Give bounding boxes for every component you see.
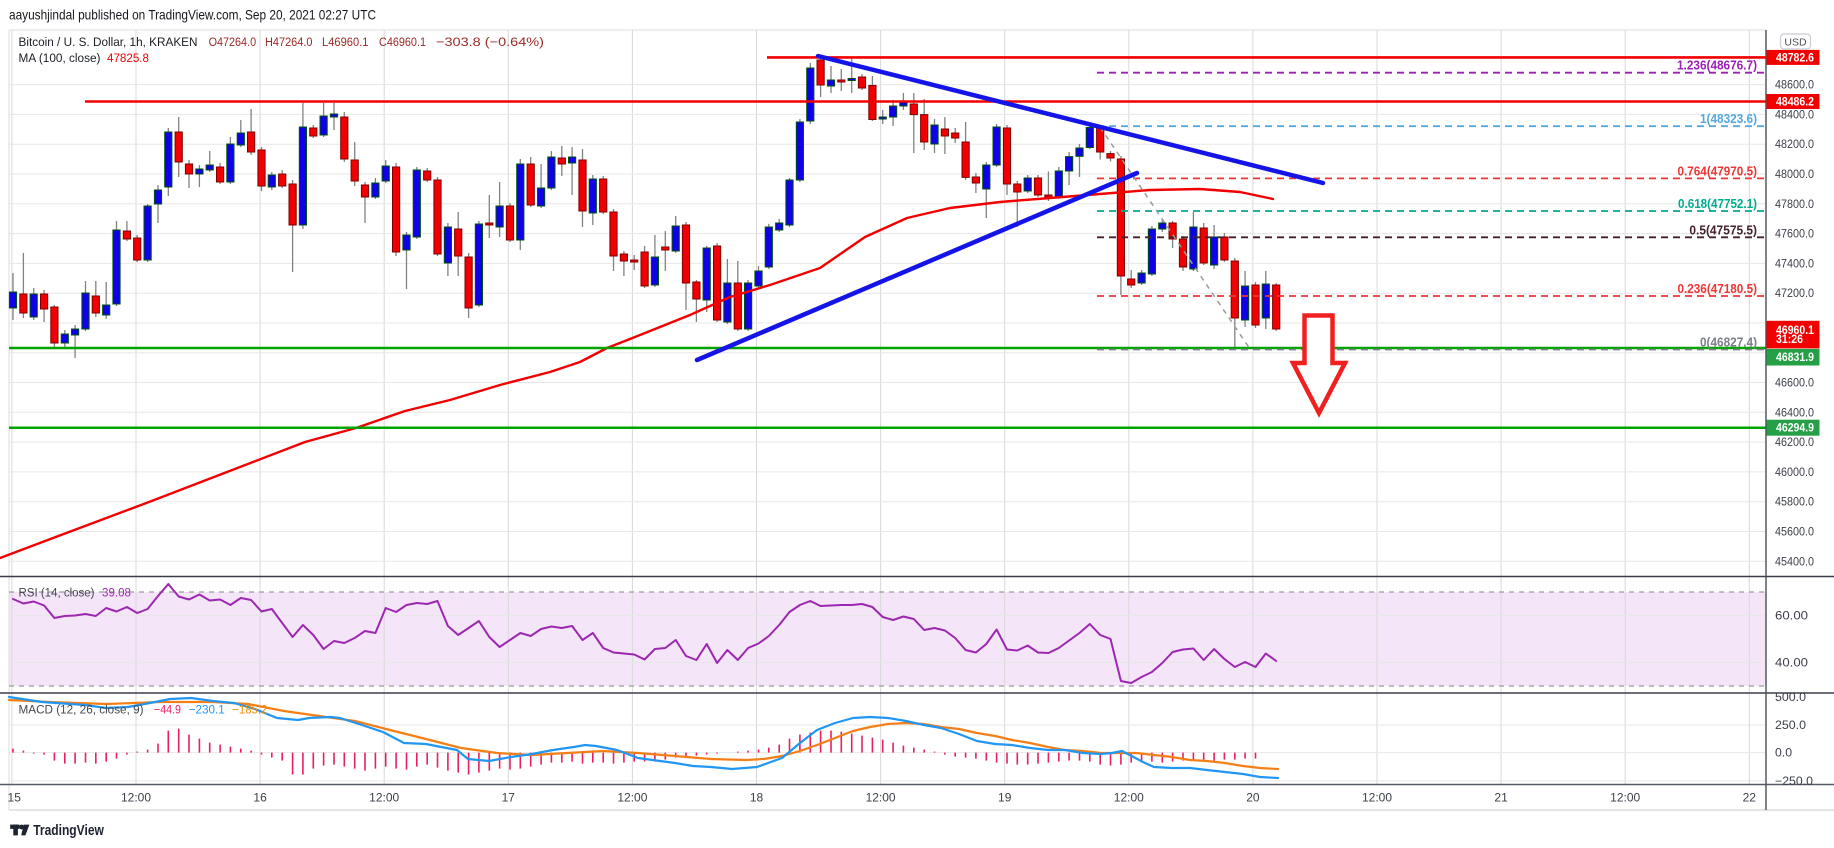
svg-text:−230.1: −230.1 <box>189 703 225 717</box>
svg-text:TradingView: TradingView <box>33 822 104 839</box>
svg-text:12:00: 12:00 <box>121 791 151 805</box>
svg-text:48782.6: 48782.6 <box>1776 52 1814 64</box>
svg-text:RSI (14, close): RSI (14, close) <box>19 586 95 600</box>
svg-text:12:00: 12:00 <box>369 791 399 805</box>
svg-text:12:00: 12:00 <box>1362 791 1392 805</box>
svg-text:47600.0: 47600.0 <box>1775 229 1814 241</box>
svg-text:MA (100, close): MA (100, close) <box>19 51 101 65</box>
svg-text:12:00: 12:00 <box>866 791 896 805</box>
svg-text:18: 18 <box>750 791 764 805</box>
svg-text:17: 17 <box>502 791 516 805</box>
svg-text:46200.0: 46200.0 <box>1775 437 1814 449</box>
svg-text:48200.0: 48200.0 <box>1775 139 1814 151</box>
svg-text:12:00: 12:00 <box>617 791 647 805</box>
svg-text:0.764(47970.5): 0.764(47970.5) <box>1678 164 1758 178</box>
svg-text:−250.0: −250.0 <box>1775 776 1813 788</box>
svg-text:Bitcoin / U. S. Dollar, 1h, KR: Bitcoin / U. S. Dollar, 1h, KRAKEN <box>19 35 198 49</box>
svg-text:500.0: 500.0 <box>1775 692 1806 704</box>
svg-text:15: 15 <box>8 791 22 805</box>
svg-text:21: 21 <box>1494 791 1508 805</box>
svg-text:16: 16 <box>253 791 267 805</box>
svg-text:19: 19 <box>998 791 1012 805</box>
svg-text:20: 20 <box>1246 791 1260 805</box>
svg-text:C46960.1: C46960.1 <box>379 35 426 49</box>
svg-text:0.5(47575.5): 0.5(47575.5) <box>1689 223 1757 237</box>
svg-text:1.236(48676.7): 1.236(48676.7) <box>1677 59 1757 73</box>
svg-text:12:00: 12:00 <box>1610 791 1640 805</box>
svg-text:250.0: 250.0 <box>1775 720 1806 732</box>
svg-text:47800.0: 47800.0 <box>1775 199 1814 211</box>
svg-text:1(48323.6): 1(48323.6) <box>1700 112 1757 126</box>
svg-text:60.00: 60.00 <box>1775 611 1808 623</box>
svg-text:39.08: 39.08 <box>102 586 131 600</box>
svg-text:22: 22 <box>1743 791 1757 805</box>
svg-text:46294.9: 46294.9 <box>1776 423 1814 435</box>
svg-text:45400.0: 45400.0 <box>1775 556 1814 568</box>
svg-text:45800.0: 45800.0 <box>1775 497 1814 509</box>
svg-text:12:00: 12:00 <box>1114 791 1144 805</box>
svg-text:47825.8: 47825.8 <box>107 51 149 65</box>
svg-text:aayushjindal published on Trad: aayushjindal published on TradingView.co… <box>9 7 376 23</box>
svg-text:31:26: 31:26 <box>1776 334 1803 346</box>
svg-text:O47264.0: O47264.0 <box>209 35 257 49</box>
svg-text:48400.0: 48400.0 <box>1775 109 1814 121</box>
svg-text:0.236(47180.5): 0.236(47180.5) <box>1678 282 1758 296</box>
svg-text:46960.1: 46960.1 <box>1776 325 1815 337</box>
svg-text:0.0: 0.0 <box>1775 748 1792 760</box>
svg-text:48000.0: 48000.0 <box>1775 169 1814 181</box>
svg-text:−303.8 (−0.64%): −303.8 (−0.64%) <box>436 35 544 49</box>
svg-text:MACD (12, 26, close, 9): MACD (12, 26, close, 9) <box>19 703 144 717</box>
svg-text:46600.0: 46600.0 <box>1775 378 1814 390</box>
svg-text:−185.2: −185.2 <box>232 703 267 717</box>
svg-text:47200.0: 47200.0 <box>1775 288 1814 300</box>
svg-text:0(46827.4): 0(46827.4) <box>1700 336 1757 350</box>
svg-text:−44.9: −44.9 <box>154 703 181 717</box>
svg-text:46000.0: 46000.0 <box>1775 467 1814 479</box>
svg-text:0.618(47752.1): 0.618(47752.1) <box>1678 197 1757 211</box>
svg-text:46400.0: 46400.0 <box>1775 407 1814 419</box>
svg-text:48486.2: 48486.2 <box>1776 97 1814 109</box>
svg-text:40.00: 40.00 <box>1775 658 1808 670</box>
svg-text:47400.0: 47400.0 <box>1775 258 1814 270</box>
svg-text:USD: USD <box>1784 37 1807 49</box>
svg-text:L46960.1: L46960.1 <box>322 35 369 49</box>
svg-text:48600.0: 48600.0 <box>1775 80 1814 92</box>
svg-text:45600.0: 45600.0 <box>1775 527 1814 539</box>
svg-text:H47264.0: H47264.0 <box>265 35 313 49</box>
svg-text:46831.9: 46831.9 <box>1776 352 1814 364</box>
